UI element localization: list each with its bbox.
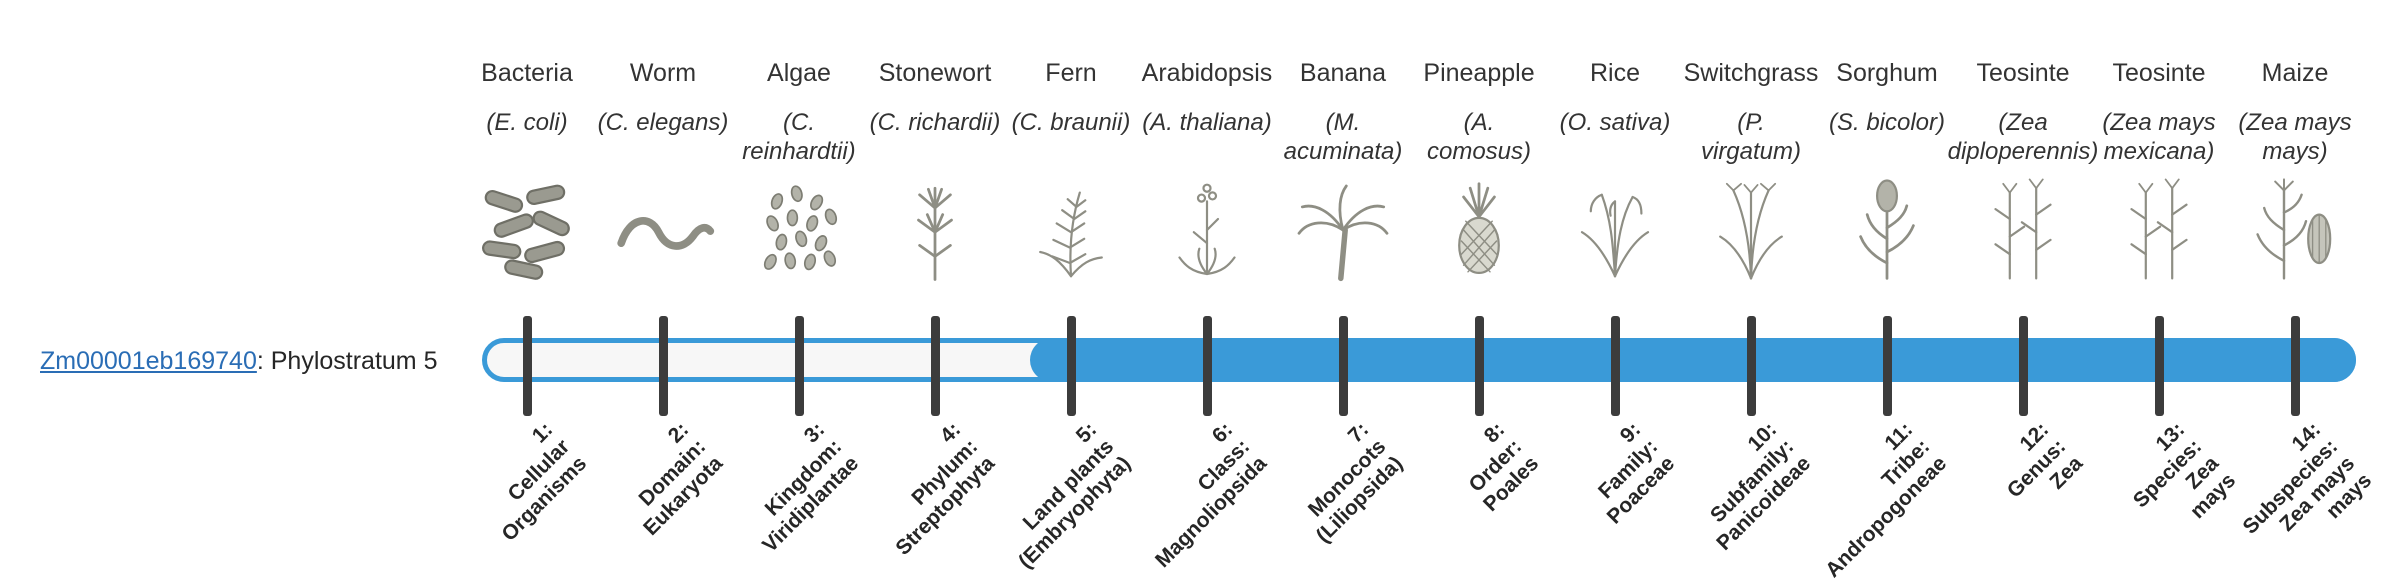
phylostratum-tick-5 (1066, 316, 1076, 416)
organism-column-6: Arabidopsis (A. thaliana) (1112, 0, 1302, 300)
phylostratum-tick-11 (1882, 316, 1892, 416)
phylostratum-tick-10 (1746, 316, 1756, 416)
organism-column-8: Pineapple (A. comosus) (1384, 0, 1574, 300)
organism-column-14: Maize (Zea mays mays) (2200, 0, 2390, 300)
arabidopsis-icon (1112, 170, 1302, 290)
organism-column-5: Fern (C. braunii) (976, 0, 1166, 300)
organism-column-1: Bacteria (E. coli) (432, 0, 622, 300)
organism-scientific-name: (O. sativa) (1559, 109, 1671, 136)
organism-name: Bacteria (481, 59, 573, 87)
organism-scientific-name: (C. elegans) (597, 109, 729, 136)
phylostratum-tick-12 (2018, 316, 2028, 416)
phylostratum-tick-2 (658, 316, 668, 416)
stonewort-icon (840, 170, 1030, 290)
phylostratum-tick-4 (930, 316, 940, 416)
teosinte-icon (2064, 170, 2254, 290)
phylostratum-tick-6 (1202, 316, 1212, 416)
organism-column-12: Teosinte (Zea diploperennis) (1928, 0, 2118, 300)
pineapple-icon (1384, 170, 1574, 290)
organism-name: Teosinte (2112, 59, 2206, 87)
organism-scientific-name: (S. bicolor) (1828, 109, 1946, 136)
organism-column-2: Worm (C. elegans) (568, 0, 758, 300)
organism-name: Sorghum (1836, 59, 1938, 87)
fern-icon (976, 170, 1166, 290)
gene-phylostratum-text: : Phylostratum 5 (256, 347, 438, 375)
phylostrata-bar-fill (1030, 338, 2356, 382)
switchgrass-icon (1656, 170, 1846, 290)
organism-name: Arabidopsis (1141, 59, 1273, 87)
organism-name: Switchgrass (1683, 59, 1819, 87)
teosinte-icon (1928, 170, 2118, 290)
phylostratum-tick-8 (1474, 316, 1484, 416)
gene-id-link[interactable]: Zm00001eb169740 (40, 347, 257, 375)
organism-name: Algae (767, 59, 831, 87)
organism-scientific-name: (Zea mays mexicana) (2102, 109, 2216, 165)
worm-icon (568, 170, 758, 290)
organism-column-4: Stonewort (C. richardii) (840, 0, 1030, 300)
organism-column-9: Rice (O. sativa) (1520, 0, 1710, 300)
organism-column-3: Algae (C. reinhardtii) (704, 0, 894, 300)
organism-column-11: Sorghum (S. bicolor) (1792, 0, 1982, 300)
organism-scientific-name: (C. braunii) (1011, 109, 1131, 136)
organism-column-13: Teosinte (Zea mays mexicana) (2064, 0, 2254, 300)
organism-scientific-name: (P. virgatum) (1700, 109, 1802, 165)
organism-scientific-name: (A. thaliana) (1142, 109, 1272, 136)
organism-name: Banana (1299, 59, 1387, 87)
organism-scientific-name: (Zea diploperennis) (1947, 109, 2099, 165)
organism-scientific-name: (E. coli) (486, 109, 568, 136)
phylostratum-tick-13 (2154, 316, 2164, 416)
organism-scientific-name: (C. reinhardtii) (742, 109, 856, 165)
organism-name: Pineapple (1423, 59, 1535, 87)
organism-name: Maize (2261, 59, 2329, 87)
organism-scientific-name: (A. comosus) (1426, 109, 1532, 165)
phylostratum-tick-7 (1338, 316, 1348, 416)
sorghum-icon (1792, 170, 1982, 290)
algae-icon (704, 170, 894, 290)
organism-scientific-name: (Zea mays mays) (2238, 109, 2352, 165)
bacteria-icon (432, 170, 622, 290)
organism-scientific-name: (M. acuminata) (1283, 109, 1403, 165)
rice-icon (1520, 170, 1710, 290)
organism-name: Stonewort (878, 59, 992, 87)
phylostratum-tick-3 (794, 316, 804, 416)
organism-name: Teosinte (1976, 59, 2070, 87)
organism-name: Rice (1589, 59, 1640, 87)
organism-scientific-name: (C. richardii) (869, 109, 1001, 136)
organism-column-7: Banana (M. acuminata) (1248, 0, 1438, 300)
phylostratum-tick-9 (1610, 316, 1620, 416)
organism-column-10: Switchgrass (P. virgatum) (1656, 0, 1846, 300)
organism-name: Worm (629, 59, 697, 87)
gene-label: Zm00001eb169740: Phylostratum 5 (40, 346, 438, 376)
banana-icon (1248, 170, 1438, 290)
phylostratum-tick-1 (522, 316, 532, 416)
maize-icon (2200, 170, 2390, 290)
organism-name: Fern (1045, 59, 1097, 87)
phylostratum-tick-14 (2290, 316, 2300, 416)
